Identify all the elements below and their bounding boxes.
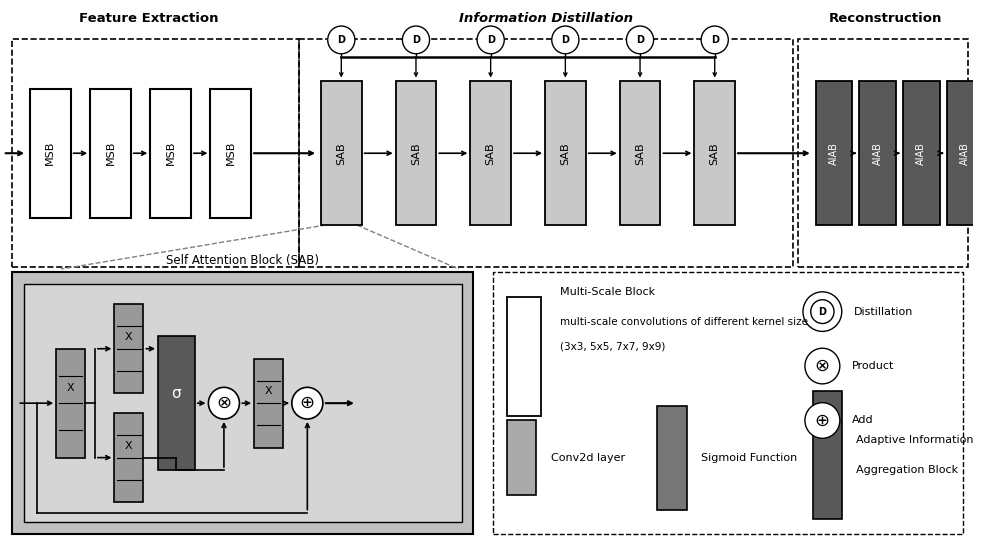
Bar [210,89,251,218]
Text: SAB: SAB [336,142,346,165]
Text: SAB: SAB [486,142,496,165]
Circle shape [701,26,728,54]
Text: Conv2d layer: Conv2d layer [551,452,625,463]
Text: MSB: MSB [166,141,176,165]
Bar [254,359,283,447]
Text: MSB: MSB [105,141,115,165]
Text: Feature Extraction: Feature Extraction [79,11,218,25]
Text: Distillation: Distillation [853,307,913,317]
Text: AIAB: AIAB [916,142,926,165]
Circle shape [803,292,842,331]
Text: Reconstruction: Reconstruction [829,11,942,25]
Bar [493,272,963,534]
Circle shape [402,26,430,54]
Circle shape [805,403,840,438]
Bar [12,39,299,267]
Text: MSB: MSB [226,141,236,165]
Text: ⊗: ⊗ [815,357,830,375]
Bar [321,82,362,225]
Bar [657,406,687,510]
Bar [12,272,473,534]
Circle shape [328,26,355,54]
Text: Sigmoid Function: Sigmoid Function [701,452,797,463]
Text: AIAB: AIAB [960,142,970,165]
Circle shape [552,26,579,54]
Text: σ: σ [172,386,181,401]
Text: D: D [412,35,420,45]
Bar [114,304,143,393]
Bar [816,82,852,225]
Text: X: X [125,332,133,342]
Text: ⊕: ⊕ [815,411,830,429]
Circle shape [811,300,834,323]
Text: D: D [487,35,495,45]
Text: X: X [125,441,133,451]
Text: AIAB: AIAB [873,142,883,165]
Text: D: D [561,35,569,45]
Bar [903,82,940,225]
Text: D: D [711,35,719,45]
Bar [859,82,896,225]
Bar [24,284,462,522]
Text: Add: Add [851,416,873,426]
Text: SAB: SAB [635,142,645,165]
Bar [620,82,660,225]
Bar [114,413,143,502]
Bar [813,391,842,520]
Bar [798,39,968,267]
Text: SAB: SAB [411,142,421,165]
Text: Information Distillation: Information Distillation [459,11,633,25]
Bar [90,89,131,218]
Text: (3x3, 5x5, 7x7, 9x9): (3x3, 5x5, 7x7, 9x9) [560,341,666,351]
Circle shape [477,26,504,54]
Bar [545,82,586,225]
Text: ⊕: ⊕ [300,394,315,412]
Text: D: D [818,307,826,317]
Text: SAB: SAB [710,142,720,165]
Text: D: D [636,35,644,45]
Bar [470,82,511,225]
Circle shape [626,26,654,54]
Text: Product: Product [851,361,894,371]
Text: Adaptive Information: Adaptive Information [856,435,974,445]
Text: multi-scale convolutions of different kernel size: multi-scale convolutions of different ke… [560,317,808,327]
Text: Self Attention Block (SAB): Self Attention Block (SAB) [166,254,319,267]
Circle shape [805,348,840,384]
Bar [396,82,436,225]
Circle shape [208,387,239,419]
Text: D: D [337,35,345,45]
Circle shape [292,387,323,419]
Text: X: X [67,383,74,393]
Bar [507,421,536,494]
Text: X: X [265,386,272,396]
Text: SAB: SAB [560,142,570,165]
Text: Multi-Scale Block: Multi-Scale Block [560,287,656,297]
Bar [299,39,793,267]
Bar [150,89,191,218]
Bar [694,82,735,225]
Bar [507,297,541,416]
Bar [947,82,983,225]
Bar [30,89,71,218]
Bar [56,349,85,458]
Text: ⊗: ⊗ [216,394,231,412]
Text: Aggregation Block: Aggregation Block [856,465,958,475]
Bar [158,336,195,470]
Text: AIAB: AIAB [829,142,839,165]
Text: MSB: MSB [45,141,55,165]
